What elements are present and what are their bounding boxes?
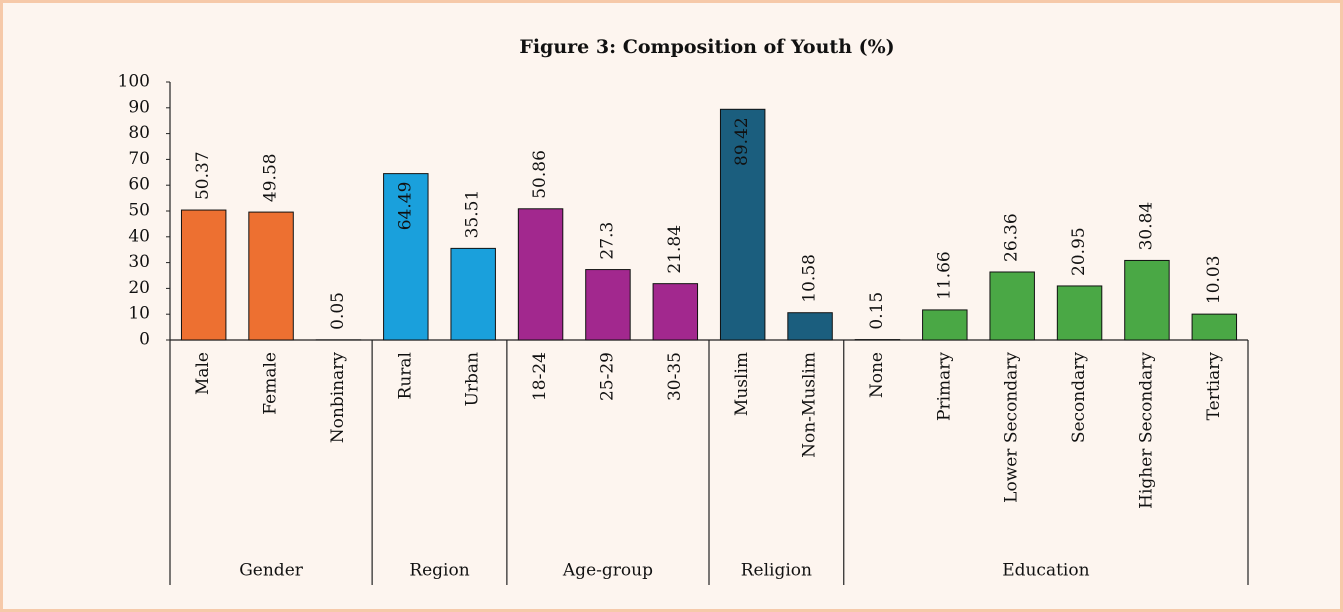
x-tick-label: Female [261,352,281,415]
value-label: 11.66 [934,251,954,300]
bar [383,173,429,341]
y-tick-label: 90 [128,97,150,117]
bar [517,208,564,341]
value-label: 21.84 [665,225,685,274]
x-tick-label: 30-35 [665,352,685,401]
bar [450,247,496,341]
value-label: 64.49 [395,182,415,231]
x-tick-label: Muslim [732,352,752,416]
chart-title: Figure 3: Composition of Youth (%) [519,36,894,58]
x-tick-label: Higher Secondary [1136,352,1156,509]
bar [248,211,294,341]
group-label: Gender [239,561,304,581]
bar [719,108,766,341]
value-label: 10.03 [1204,255,1224,304]
bar [652,283,699,341]
y-tick-label: 60 [128,175,150,195]
bar [922,309,968,341]
y-tick-label: 30 [128,252,150,272]
group-label: Religion [741,561,812,581]
x-tick-label: 25-29 [597,352,617,401]
value-label: 89.42 [732,117,752,166]
bar [585,269,631,341]
value-label: 27.3 [597,222,617,260]
value-label: 0.15 [867,292,887,330]
y-tick-label: 20 [128,278,150,298]
x-tick-label: Urban [463,352,483,406]
bar [1056,285,1103,341]
y-tick-label: 70 [128,149,150,169]
bar [989,271,1035,341]
value-label: 26.36 [1002,213,1022,262]
value-label: 0.05 [328,292,348,330]
x-tick-label: Tertiary [1204,352,1224,421]
x-tick-label: None [867,352,887,398]
value-label: 50.86 [530,150,550,199]
group-label: Age-group [562,561,653,581]
x-tick-label: Non-Muslim [800,352,820,458]
x-tick-label: 18-24 [530,352,550,401]
bar [180,209,227,341]
y-tick-label: 50 [128,201,150,221]
y-tick-label: 100 [118,72,150,92]
x-tick-label: Secondary [1069,352,1089,444]
value-label: 35.51 [463,190,483,239]
value-label: 50.37 [193,151,213,200]
y-tick-label: 0 [139,330,150,350]
group-label: Education [1002,561,1089,581]
bar [787,312,833,341]
x-tick-label: Nonbinary [328,352,348,444]
x-tick-label: Lower Secondary [1002,352,1022,503]
value-label: 49.58 [261,153,281,202]
group-label: Region [409,561,469,581]
y-tick-label: 80 [128,123,150,143]
y-tick-label: 40 [128,226,150,246]
x-tick-label: Male [193,352,213,395]
value-label: 30.84 [1136,202,1156,251]
x-tick-label: Rural [395,352,415,399]
value-label: 10.58 [800,254,820,303]
bar [1191,313,1238,341]
bar [1124,259,1170,341]
value-label: 20.95 [1069,227,1089,276]
x-tick-label: Primary [934,352,954,421]
y-tick-label: 10 [128,304,150,324]
chart: Figure 3: Composition of Youth (%) 0 10 20… [118,36,1249,585]
